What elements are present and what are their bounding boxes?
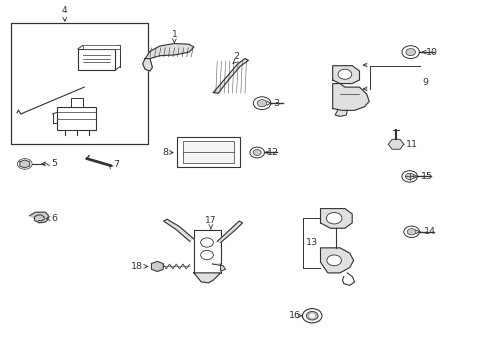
Polygon shape	[213, 59, 248, 93]
Text: 9: 9	[423, 78, 429, 87]
Text: 17: 17	[205, 216, 217, 225]
Text: 10: 10	[426, 48, 438, 57]
Circle shape	[306, 311, 318, 320]
Text: 13: 13	[306, 238, 318, 247]
Polygon shape	[388, 139, 404, 149]
Polygon shape	[194, 273, 221, 283]
Bar	[183, 141, 234, 163]
Circle shape	[402, 171, 417, 182]
Polygon shape	[335, 111, 347, 116]
Circle shape	[302, 309, 322, 323]
Text: 15: 15	[421, 172, 433, 181]
Polygon shape	[333, 66, 360, 84]
Bar	[11, 23, 147, 144]
Bar	[57, 107, 97, 130]
Polygon shape	[143, 59, 152, 71]
Bar	[78, 49, 115, 70]
Bar	[83, 45, 120, 49]
Text: 7: 7	[114, 161, 120, 170]
Text: 11: 11	[406, 140, 418, 149]
Circle shape	[406, 49, 416, 56]
Polygon shape	[145, 44, 194, 59]
Circle shape	[250, 147, 265, 158]
Circle shape	[253, 97, 271, 110]
Text: 14: 14	[424, 227, 436, 236]
Text: 5: 5	[51, 159, 57, 168]
Polygon shape	[333, 84, 369, 111]
Circle shape	[404, 226, 419, 238]
Text: 3: 3	[273, 99, 279, 108]
Circle shape	[253, 149, 261, 156]
Polygon shape	[320, 208, 352, 228]
Circle shape	[201, 238, 213, 247]
Circle shape	[201, 250, 213, 260]
Text: 12: 12	[267, 148, 279, 157]
Circle shape	[257, 100, 267, 107]
Circle shape	[326, 212, 342, 224]
Polygon shape	[320, 248, 354, 273]
Circle shape	[310, 314, 315, 318]
Text: 8: 8	[162, 148, 168, 157]
Text: 18: 18	[131, 262, 143, 271]
Text: 6: 6	[51, 214, 57, 223]
Polygon shape	[30, 212, 48, 223]
Circle shape	[407, 229, 416, 235]
Polygon shape	[151, 261, 163, 271]
Text: 16: 16	[289, 311, 301, 320]
Circle shape	[338, 69, 352, 79]
Text: 2: 2	[234, 53, 240, 62]
Circle shape	[402, 46, 419, 59]
Text: 1: 1	[172, 30, 177, 39]
Bar	[194, 230, 221, 273]
Polygon shape	[212, 264, 225, 271]
Polygon shape	[164, 219, 194, 242]
Polygon shape	[217, 221, 243, 243]
Circle shape	[327, 255, 342, 266]
Bar	[177, 137, 240, 167]
Text: 4: 4	[62, 6, 68, 15]
Bar	[71, 98, 83, 107]
Circle shape	[405, 173, 414, 180]
Polygon shape	[20, 160, 30, 168]
